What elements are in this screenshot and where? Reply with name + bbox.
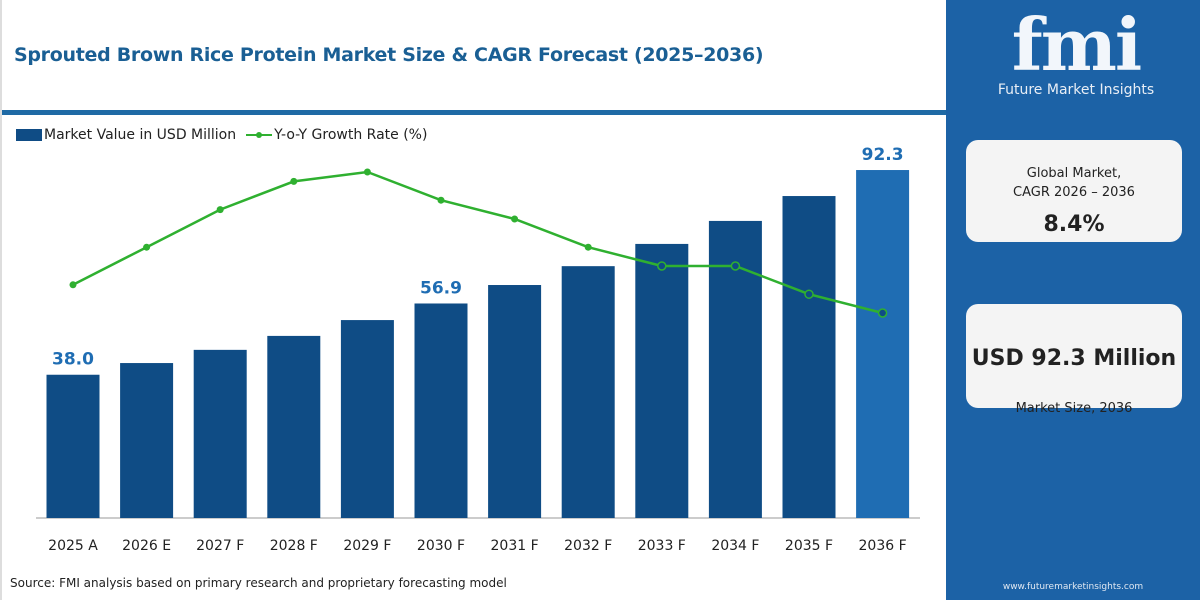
bar-2032-F [561,266,615,518]
x-tick-label: 2025 A [48,538,98,554]
bar-2030-F [414,303,468,518]
bar-data-label: 92.3 [862,145,904,165]
chart-panel: Sprouted Brown Rice Protein Market Size … [0,0,948,600]
bar-2031-F [488,285,542,518]
bar-2033-F [635,243,689,518]
x-tick-label: 2035 F [785,538,833,554]
x-tick-label: 2028 F [270,538,318,554]
bar-data-label: 38.0 [52,350,94,370]
bar-2028-F [267,335,321,518]
x-tick-label: 2034 F [711,538,759,554]
growth-point [216,206,224,214]
fmi-logo: fmi Future Market Insights [986,2,1166,99]
growth-point [511,215,519,223]
cagr-value: 8.4% [1043,212,1105,237]
growth-point [657,261,667,271]
x-tick-label: 2036 F [859,538,907,554]
growth-point [804,289,814,299]
chart-title: Sprouted Brown Rice Protein Market Size … [14,44,764,66]
x-tick-label: 2029 F [343,538,391,554]
x-tick-label: 2032 F [564,538,612,554]
legend-line-swatch [246,129,273,141]
x-tick-label: 2030 F [417,538,465,554]
bar-2026-E [120,363,174,518]
cagr-label-2: CAGR 2026 – 2036 [1013,185,1135,200]
logo-name: Future Market Insights [997,82,1155,98]
bar-2036-F [856,170,910,519]
website-link[interactable]: www.futuremarketinsights.com [1002,582,1144,592]
growth-point [730,261,741,271]
bar-data-label: 56.9 [420,278,462,298]
growth-point [290,177,298,185]
logo-mark: fmi [1011,2,1143,87]
x-tick-label: 2031 F [491,538,539,554]
growth-line [72,170,883,315]
cagr-label-1: Global Market, [1026,166,1122,181]
title-divider [2,110,948,115]
cagr-card: Global Market, CAGR 2026 – 2036 8.4% [966,140,1182,242]
bar-2029-F [340,320,394,518]
growth-point [584,243,592,251]
growth-point [69,281,77,289]
growth-point [437,196,445,204]
market-size-label: Market Size, 2036 [1015,401,1133,416]
legend-bar-swatch [16,129,42,141]
market-size-card: USD 92.3 Million Market Size, 2036 [966,304,1182,416]
x-tick-label: 2027 F [196,538,244,554]
market-size-value: USD 92.3 Million [971,346,1177,371]
growth-point [143,243,151,251]
bar-2035-F [782,196,836,519]
x-tick-label: 2033 F [638,538,686,554]
bar-2027-F [193,349,247,518]
growth-point [877,308,888,318]
source-note: Source: FMI analysis based on primary re… [10,576,507,590]
legend-line-label: Y-o-Y Growth Rate (%) [274,127,428,143]
legend: Market Value in USD Million Y-o-Y Growth… [16,127,427,143]
legend-bar-label: Market Value in USD Million [44,127,237,143]
chart-svg: 2025 A 38.0 2026 E 2027 F 2028 F 2029 F 2030 F… [36,145,920,554]
growth-point [363,168,371,176]
summary-panel: fmi Future Market Insights Global Market… [946,0,1200,600]
x-tick-label: 2026 E [122,538,171,554]
bar-2025-A [46,374,100,518]
